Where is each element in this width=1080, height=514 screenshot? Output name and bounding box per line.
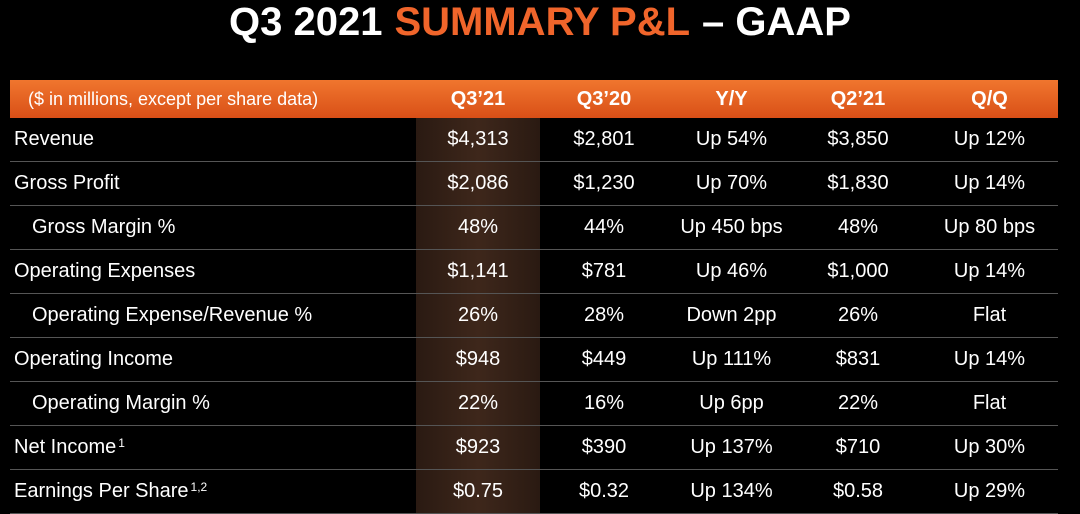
table-row: Operating Margin % 22% 16% Up 6pp 22% Flat bbox=[10, 381, 1058, 426]
table-row: Net Income 1 $923 $390 Up 137% $710 Up 30% bbox=[10, 425, 1058, 470]
table-cell: $0.32 bbox=[540, 469, 668, 514]
table-cell: Up 46% bbox=[668, 249, 795, 294]
row-label: Earnings Per Share 1,2 bbox=[10, 469, 416, 514]
row-label-text: Gross Profit bbox=[14, 172, 120, 194]
table-cell: $2,086 bbox=[416, 161, 540, 206]
row-label: Operating Expense/Revenue % bbox=[10, 293, 416, 338]
table-cell: Up 14% bbox=[921, 249, 1058, 294]
table-cell: 16% bbox=[540, 381, 668, 426]
table-cell: $710 bbox=[795, 425, 921, 470]
row-label-text: Gross Margin % bbox=[32, 216, 176, 238]
table-cell: 48% bbox=[795, 205, 921, 250]
column-header: ($ in millions, except per share data) bbox=[10, 80, 416, 118]
table-cell: $0.75 bbox=[416, 469, 540, 514]
row-label: Revenue bbox=[10, 118, 416, 162]
table-cell: Up 14% bbox=[921, 161, 1058, 206]
table-cell: $1,000 bbox=[795, 249, 921, 294]
table-cell: 26% bbox=[416, 293, 540, 338]
row-label-text: Operating Expense/Revenue % bbox=[32, 304, 313, 326]
table-row: Gross Margin % 48% 44% Up 450 bps 48% Up 80 b… bbox=[10, 205, 1058, 250]
row-label: Operating Expenses bbox=[10, 249, 416, 294]
row-label: Gross Profit bbox=[10, 161, 416, 206]
title-highlight: SUMMARY P&L bbox=[394, 0, 691, 44]
table-body: Revenue $4,313 $2,801 Up 54% $3,850 Up 12% Gro… bbox=[10, 118, 1058, 514]
table-row: Revenue $4,313 $2,801 Up 54% $3,850 Up 12% bbox=[10, 118, 1058, 162]
row-label: Gross Margin % bbox=[10, 205, 416, 250]
table-cell: Up 12% bbox=[921, 118, 1058, 162]
table-row: Operating Expenses $1,141 $781 Up 46% $1,000… bbox=[10, 249, 1058, 294]
table-cell: Up 29% bbox=[921, 469, 1058, 514]
table-cell: Down 2pp bbox=[668, 293, 795, 338]
table-cell: Up 6pp bbox=[668, 381, 795, 426]
column-header: Q3’21 bbox=[416, 80, 540, 118]
table-cell: $948 bbox=[416, 337, 540, 382]
table-cell: Up 80 bps bbox=[921, 205, 1058, 250]
table-cell: $0.58 bbox=[795, 469, 921, 514]
title-part: – GAAP bbox=[702, 0, 851, 44]
table-cell: Flat bbox=[921, 293, 1058, 338]
row-label-text: Operating Expenses bbox=[14, 260, 196, 282]
table-cell: 28% bbox=[540, 293, 668, 338]
slide-title: Q3 2021 SUMMARY P&L – GAAP bbox=[0, 0, 1080, 48]
table-cell: $1,830 bbox=[795, 161, 921, 206]
column-header: Q2’21 bbox=[795, 80, 921, 118]
column-header: Q3’20 bbox=[540, 80, 668, 118]
table-cell: Up 137% bbox=[668, 425, 795, 470]
table-cell: Up 14% bbox=[921, 337, 1058, 382]
row-label: Operating Margin % bbox=[10, 381, 416, 426]
column-header: Q/Q bbox=[921, 80, 1058, 118]
table-cell: Up 54% bbox=[668, 118, 795, 162]
header-row: ($ in millions, except per share data) Q3… bbox=[10, 80, 1058, 118]
table-cell: Up 70% bbox=[668, 161, 795, 206]
footnote-ref: 1 bbox=[118, 436, 125, 450]
table-cell: $1,141 bbox=[416, 249, 540, 294]
table-row: Operating Expense/Revenue % 26% 28% Down 2p… bbox=[10, 293, 1058, 338]
table-cell: 22% bbox=[416, 381, 540, 426]
pl-table: ($ in millions, except per share data) Q3… bbox=[10, 80, 1058, 514]
table-cell: $449 bbox=[540, 337, 668, 382]
table-cell: $3,850 bbox=[795, 118, 921, 162]
column-header: Y/Y bbox=[668, 80, 795, 118]
row-label: Net Income 1 bbox=[10, 425, 416, 470]
table-cell: $831 bbox=[795, 337, 921, 382]
table-cell: Up 450 bps bbox=[668, 205, 795, 250]
footnote-ref: 1,2 bbox=[190, 480, 208, 494]
table-cell: Up 134% bbox=[668, 469, 795, 514]
row-label: Operating Income bbox=[10, 337, 416, 382]
table-cell: 48% bbox=[416, 205, 540, 250]
row-label-text: Revenue bbox=[14, 128, 95, 150]
table-row: Operating Income $948 $449 Up 111% $831 Up 14… bbox=[10, 337, 1058, 382]
table-row: Gross Profit $2,086 $1,230 Up 70% $1,830 Up 1… bbox=[10, 161, 1058, 206]
table-cell: $781 bbox=[540, 249, 668, 294]
table-cell: 44% bbox=[540, 205, 668, 250]
table-row: Earnings Per Share 1,2 $0.75 $0.32 Up 134% $0… bbox=[10, 469, 1058, 514]
table-cell: 22% bbox=[795, 381, 921, 426]
row-label-text: Earnings Per Share bbox=[14, 480, 189, 502]
table-cell: $390 bbox=[540, 425, 668, 470]
table-cell: Up 30% bbox=[921, 425, 1058, 470]
row-label-text: Operating Margin % bbox=[32, 392, 210, 414]
table-cell: $1,230 bbox=[540, 161, 668, 206]
row-label-text: Net Income bbox=[14, 436, 117, 458]
table-cell: Up 111% bbox=[668, 337, 795, 382]
table-cell: $2,801 bbox=[540, 118, 668, 162]
table-cell: Flat bbox=[921, 381, 1058, 426]
table-cell: $923 bbox=[416, 425, 540, 470]
table-cell: $4,313 bbox=[416, 118, 540, 162]
table-cell: 26% bbox=[795, 293, 921, 338]
title-part: Q3 2021 bbox=[229, 0, 383, 44]
row-label-text: Operating Income bbox=[14, 348, 173, 370]
